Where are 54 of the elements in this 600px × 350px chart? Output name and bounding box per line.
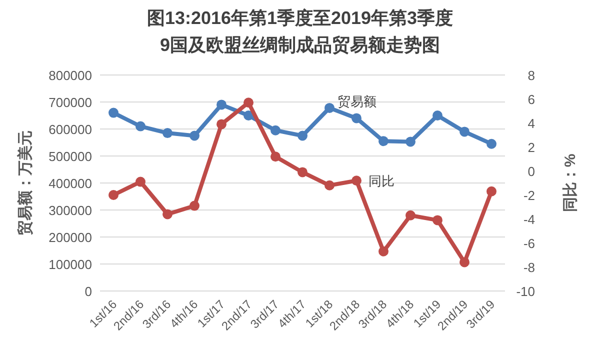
- point: [244, 98, 254, 108]
- y2-tick-label: 6: [528, 92, 535, 107]
- point: [486, 138, 496, 149]
- y-tick-label: 0: [84, 284, 92, 299]
- y2-axis-title: 同比：%: [562, 154, 579, 212]
- point: [270, 152, 280, 162]
- chart-title: 图13:2016年第1季度至2019年第3季度9国及欧盟丝绸制成品贸易额走势图: [146, 8, 454, 55]
- point: [216, 119, 226, 130]
- y2-tick-label: 2: [528, 140, 535, 155]
- y-tick-label: 500000: [48, 149, 92, 164]
- y-tick-label: 200000: [48, 230, 92, 245]
- point: [406, 210, 416, 220]
- y-tick-label: 700000: [48, 95, 92, 110]
- point: [324, 180, 334, 190]
- y2-tick-label: -10: [516, 284, 535, 299]
- y-tick-label: 400000: [48, 176, 92, 191]
- point: [432, 110, 442, 120]
- y2-tick-label: -4: [523, 212, 535, 227]
- y-tick-label: 300000: [48, 203, 92, 218]
- point: [352, 176, 362, 186]
- point: [378, 246, 388, 256]
- y2-tick-label: -6: [523, 236, 535, 251]
- point: [244, 110, 254, 120]
- point: [460, 257, 470, 268]
- point: [486, 186, 496, 196]
- y2-tick-label: 4: [528, 116, 535, 131]
- point: [406, 136, 416, 147]
- series-label: 同比: [368, 174, 394, 189]
- point: [270, 125, 280, 136]
- point: [190, 200, 200, 211]
- point: [352, 113, 362, 124]
- point: [108, 190, 118, 200]
- point: [216, 100, 226, 110]
- point: [162, 128, 172, 138]
- point: [162, 209, 172, 220]
- y2-tick-label: -2: [523, 188, 535, 203]
- series-label: 贸易额: [338, 94, 376, 109]
- point: [298, 167, 308, 178]
- y2-tick-label: 0: [528, 164, 535, 179]
- point: [136, 121, 146, 132]
- y2-tick-label: -8: [523, 260, 535, 275]
- y-tick-label: 600000: [48, 122, 92, 137]
- y-tick-label: 800000: [48, 68, 92, 83]
- point: [460, 126, 470, 137]
- point: [324, 102, 334, 113]
- point: [190, 130, 200, 141]
- point: [108, 108, 118, 118]
- point: [378, 136, 388, 146]
- point: [136, 176, 146, 187]
- point: [432, 215, 442, 226]
- point: [298, 130, 308, 141]
- y-axis-title: 贸易额：万美元: [16, 130, 34, 236]
- y2-tick-label: 8: [528, 68, 535, 83]
- y-tick-label: 100000: [48, 257, 92, 272]
